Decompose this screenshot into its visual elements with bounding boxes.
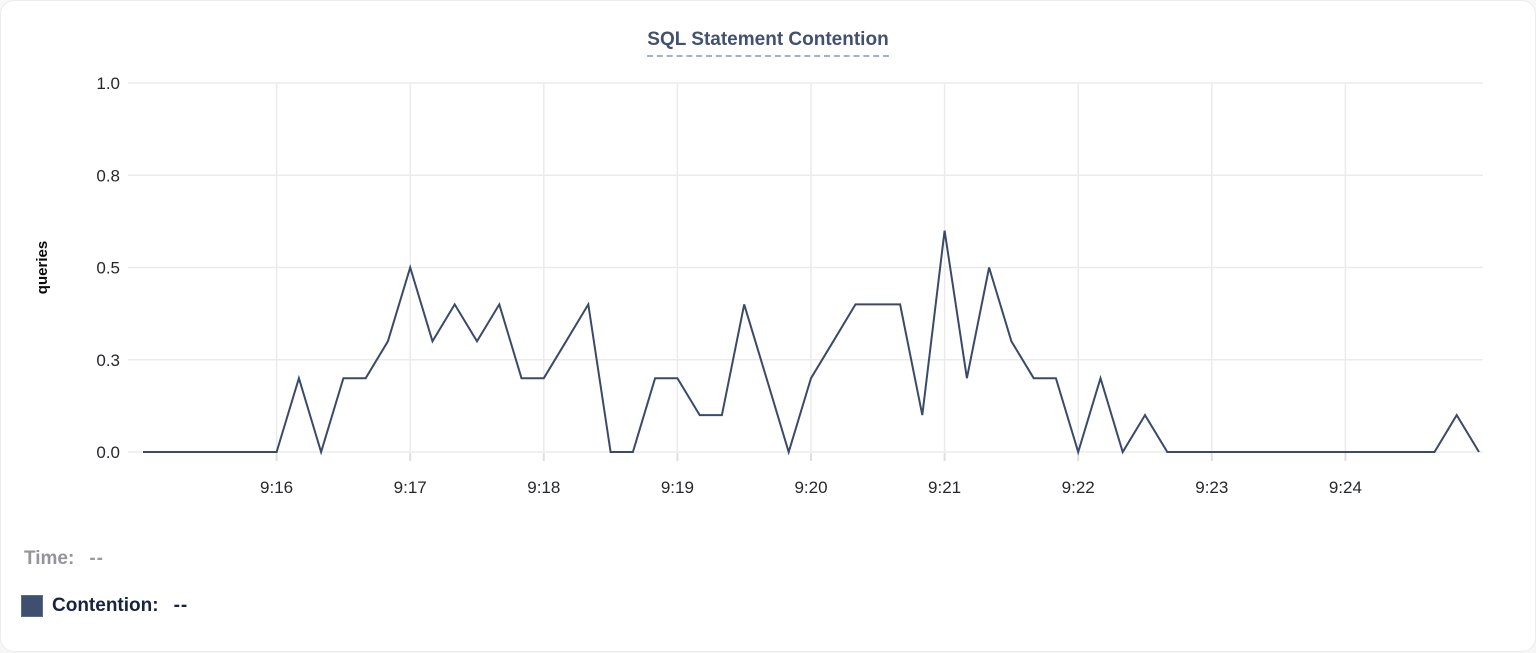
y-axis-title: queries <box>34 241 51 294</box>
y-axis-tick-label: 0.0 <box>96 443 120 462</box>
legend-contention-row: Contention: -- <box>1 592 601 620</box>
y-axis-tick-label: 0.5 <box>96 259 120 278</box>
x-axis-tick-label: 9:17 <box>394 478 427 497</box>
legend-time-row: Time: -- <box>1 545 601 573</box>
x-axis-tick-label: 9:23 <box>1195 478 1228 497</box>
x-axis-tick-label: 9:18 <box>527 478 560 497</box>
y-axis-tick-label: 0.3 <box>96 351 120 370</box>
y-axis-tick-label: 0.8 <box>96 166 120 185</box>
legend-contention-value: -- <box>173 595 189 616</box>
x-axis-tick-label: 9:20 <box>794 478 827 497</box>
legend-time-value: -- <box>89 548 104 569</box>
legend-time-label: Time: <box>24 548 75 569</box>
chart-title[interactable]: SQL Statement Contention <box>647 30 889 57</box>
y-axis-tick-label: 1.0 <box>96 74 120 93</box>
chart-legend: Time: -- Contention: -- <box>1 541 601 620</box>
x-axis-tick-label: 9:21 <box>928 478 961 497</box>
x-axis-tick-label: 9:16 <box>260 478 293 497</box>
contention-series-swatch <box>21 595 43 617</box>
legend-contention-label: Contention: <box>52 595 159 616</box>
contention-series-line <box>143 230 1480 456</box>
x-axis-tick-label: 9:24 <box>1329 478 1362 497</box>
x-axis-tick-label: 9:22 <box>1062 478 1095 497</box>
x-axis-tick-label: 9:19 <box>661 478 694 497</box>
chart-header: SQL Statement Contention <box>1 30 1535 57</box>
